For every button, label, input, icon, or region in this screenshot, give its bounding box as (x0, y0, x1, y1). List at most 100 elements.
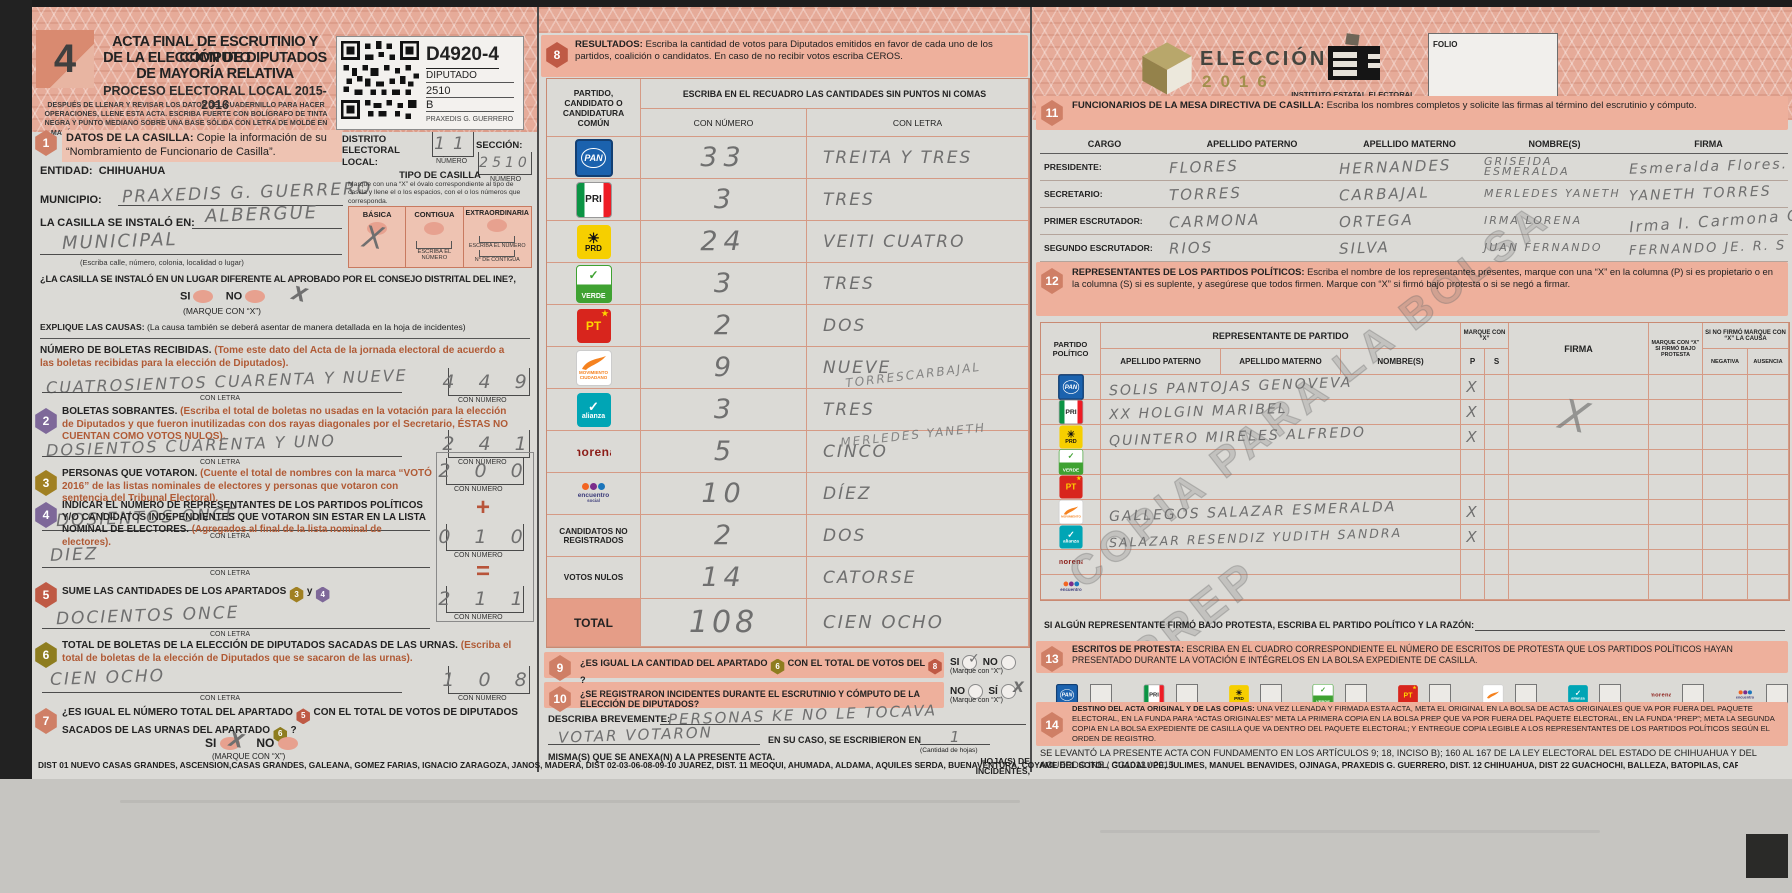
rep-header-s: S (1485, 349, 1509, 375)
official-nombres-handwriting: GRISEIDA ESMERALDA (1480, 154, 1625, 181)
votes-pri-letter: TRES (807, 179, 1029, 221)
column-divider (1030, 7, 1032, 772)
sec9-bar (544, 652, 944, 678)
votes-alianza-letter: TRES (807, 389, 1029, 431)
s4-num-handwriting: 0 1 0 (438, 526, 532, 548)
official-materno-handwriting: CARBAJAL (1335, 181, 1480, 208)
distrito-box: 11 (432, 132, 474, 157)
divider-rule (40, 338, 530, 339)
results-col-party-header: PARTIDO, CANDIDATO O CANDIDATURA COMÚN (547, 79, 641, 137)
escritos-logos-row: PAN PRI ☀PRD ✓VERDE PT★ ✓alianza morena … (1048, 676, 1788, 714)
rep-name-pt (1101, 475, 1461, 500)
scan-bottom-area (0, 779, 1792, 893)
rep-party-morena-icon: morena (1041, 550, 1101, 575)
lugar-no-oval (245, 290, 266, 303)
sec13-text: ESCRITOS DE PROTESTA: ESCRIBA EN EL CUAD… (1072, 644, 1733, 666)
sec10-text: ¿SE REGISTRARON INCIDENTES DURANTE EL ES… (580, 689, 920, 709)
badge-10: 10 (549, 686, 571, 712)
votes-mc-number: 9 (641, 347, 807, 389)
extraordinaria-oval (487, 219, 508, 233)
contigua-bracket (416, 241, 453, 249)
scan-edge-top (0, 0, 1792, 7)
equals-sign: = (476, 558, 491, 585)
votes-morena-letter: CINCO (807, 431, 1029, 473)
party-logo-es-icon: encuentro social (547, 473, 641, 515)
results-col-letra-header: CON LETRA (807, 109, 1029, 137)
party-logo-prd-icon: ☀ PRD (547, 221, 641, 263)
badge-4: 4 (35, 502, 57, 528)
row-label-cnr: CANDIDATOS NO REGISTRADOS (547, 515, 641, 557)
representatives-table: PARTIDO POLÍTICO REPRESENTANTE DE PARTID… (1040, 322, 1790, 601)
s4-conletra: CON LETRA (210, 570, 251, 577)
rep-party-pan-icon: PAN (1041, 374, 1101, 400)
sec7-options: SI X NO (205, 729, 298, 753)
badge-9: 9 (549, 655, 571, 681)
rep-name-prd: QUINTERO MIRELES ALFREDO (1101, 425, 1461, 450)
sec6-text: TOTAL DE BOLETAS DE LA ELECCIÓN DE DIPUT… (62, 640, 512, 664)
qr-code (341, 41, 419, 119)
votes-cnr-number: 2 (641, 515, 807, 557)
sec7-marque-caption: (MARQUE CON “X”) (212, 752, 286, 761)
official-firma-handwriting: Esmeralda Flores. (1625, 154, 1788, 181)
iee-name-1: INSTITUTO ESTATAL ELECTORAL (1291, 90, 1415, 99)
rep-sub-paterno: APELLIDO PATERNO (1101, 349, 1221, 375)
sec8-text: RESULTADOS: Escriba la cantidad de votos… (575, 39, 993, 63)
distrito-label: DISTRITO ELECTORAL LOCAL: (342, 134, 400, 168)
badge-12: 12 (1041, 268, 1063, 294)
sec8-bar (541, 35, 1028, 77)
party-logo-morena-icon: morena (547, 431, 641, 473)
municipio-line (118, 205, 343, 206)
code-section: 2510 (426, 85, 514, 98)
votes-pt-letter: DOS (807, 305, 1029, 347)
legal-text: SE LEVANTÓ LA PRESENTE ACTA CON FUNDAMEN… (1040, 748, 1757, 770)
votes-pan-number: 33 (641, 137, 807, 179)
results-col-num-header: CON NÚMERO (641, 109, 807, 137)
total-letter: CIEN OCHO (807, 599, 1029, 647)
badge-8-over: 8 (546, 42, 568, 68)
seccion-box: 2510 (478, 152, 532, 175)
rep-name-alianza: SALAZAR RESENDIZ YUDITH SANDRA (1101, 524, 1461, 550)
sec5-text: SUME LAS CANTIDADES DE LOS APARTADOS 3 y… (62, 586, 432, 603)
b1-num-handwriting: 4 4 9 (442, 370, 536, 393)
sum-box (436, 452, 534, 622)
s6-line (42, 692, 402, 693)
rep-party-pri-icon: PRI (1041, 399, 1101, 425)
votes-mc-letter: NUEVE (807, 347, 1029, 389)
cantidad-line (920, 744, 990, 745)
code-type: DIPUTADO (426, 70, 514, 83)
eleccion-logo-year: 2016 (1202, 72, 1276, 91)
acta-title-line1: ACTA FINAL DE ESCRUTINIO Y CÓMPUTO (112, 34, 318, 66)
votes-pt-number: 2 (641, 305, 807, 347)
official-paterno-handwriting: CARMONA (1165, 208, 1335, 235)
rep-sub-nombres: NOMBRE(S) (1341, 349, 1461, 375)
rep-name-morena (1101, 550, 1461, 575)
votes-verde-letter: TRES (807, 263, 1029, 305)
s3-conletra: CON LETRA (210, 533, 251, 540)
rep-p-alianza: X (1461, 525, 1485, 550)
protesta-line-text: SI ALGÚN REPRESENTANTE FIRMÓ BAJO PROTES… (1044, 620, 1475, 630)
sec7-no-oval (277, 737, 298, 751)
protesta-line-rule (1475, 630, 1785, 631)
s3-line (42, 530, 430, 531)
official-materno-handwriting: SILVA (1335, 235, 1480, 262)
rep-header-sinofirmo: SI NO FIRMÓ MARQUE CON “X” LA CAUSA (1703, 323, 1789, 349)
s4-numbox: 0 1 0 (438, 524, 524, 551)
s2-num-handwriting: 2 4 1 (442, 432, 536, 455)
eleccion-logo-text: ELECCIÓN (1200, 48, 1328, 70)
describa-mid: EN SU CASO, SE ESCRIBIERON EN (768, 735, 922, 745)
registration-mark (1746, 834, 1788, 878)
sec10-si-mark-handwriting: X (1013, 680, 1026, 696)
badge-11: 11 (1041, 100, 1063, 126)
distrito-caption: NÚMERO (436, 158, 468, 165)
badge-5-icon: 5 (296, 708, 310, 725)
iee-logo-icon (1328, 33, 1380, 80)
official-row-cargo: SEGUNDO ESCRUTADOR: (1040, 235, 1165, 262)
sec11-bar (1036, 96, 1788, 130)
contigua-oval (424, 222, 445, 236)
tipo-contigua-cell: CONTIGUA ESCRIBA EL NÚMERO (406, 207, 464, 267)
rep-name-pan: SOLIS PANTOJAS GENOVEVA (1101, 375, 1461, 400)
rep-header-rep: REPRESENTANTE DE PARTIDO (1101, 323, 1461, 349)
s3-numbox: 2 0 0 (438, 458, 524, 485)
badge-14: 14 (1041, 712, 1063, 738)
badge-6-icon: 6 (770, 658, 785, 675)
